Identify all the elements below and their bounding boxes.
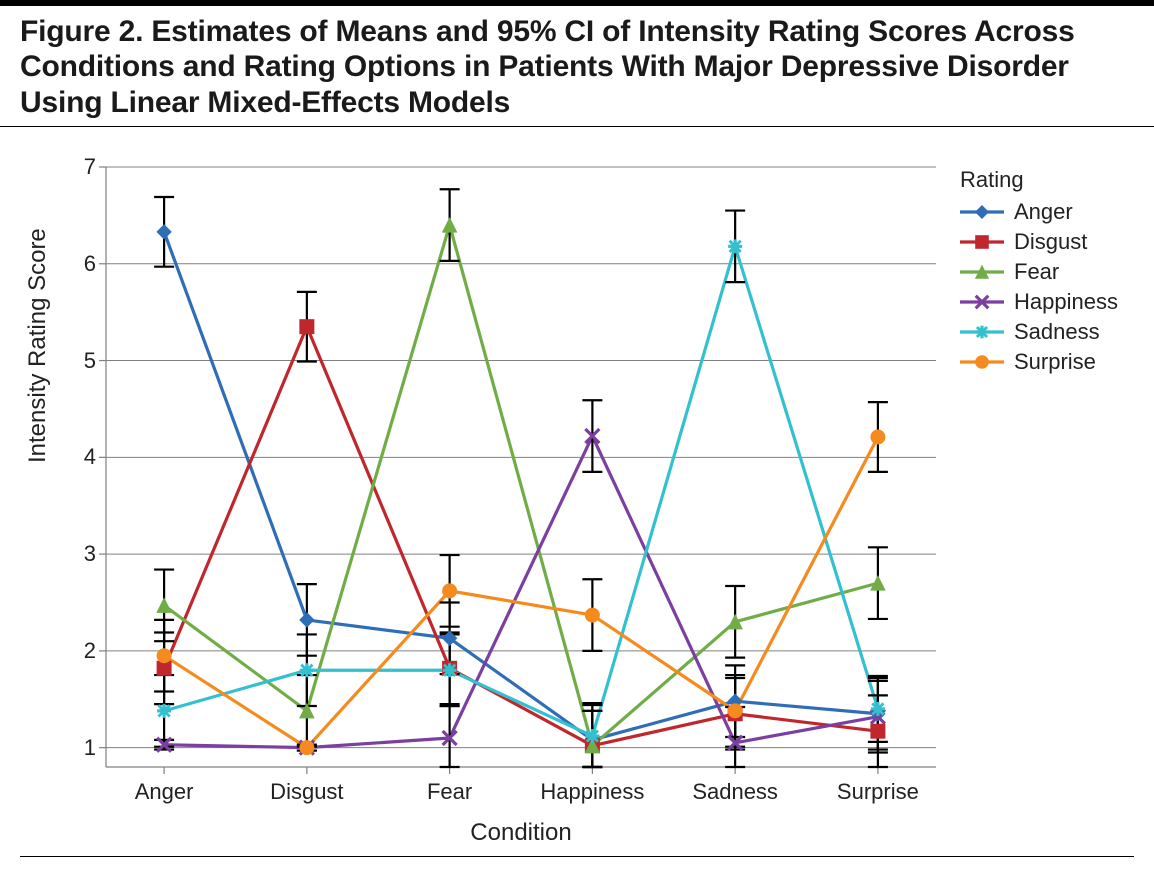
legend-swatch	[960, 262, 1004, 282]
legend-label: Sadness	[1014, 319, 1100, 345]
x-tick-label: Disgust	[270, 779, 343, 805]
legend-label: Disgust	[1014, 229, 1087, 255]
y-tick-label: 4	[56, 444, 96, 470]
legend-title: Rating	[960, 167, 1118, 193]
legend-rows: Anger Disgust Fear Happiness Sadness Surprise	[960, 199, 1118, 375]
legend-swatch	[960, 292, 1004, 312]
legend-label: Anger	[1014, 199, 1073, 225]
x-tick-label: Fear	[427, 779, 472, 805]
figure-container: Figure 2. Estimates of Means and 95% CI …	[0, 0, 1154, 881]
y-axis-title: Intensity Rating Score	[24, 228, 52, 463]
legend-swatch	[960, 352, 1004, 372]
legend-item: Fear	[960, 259, 1118, 285]
figure-title: Figure 2. Estimates of Means and 95% CI …	[20, 14, 1134, 120]
y-tick-label: 6	[56, 251, 96, 277]
legend-item: Sadness	[960, 319, 1118, 345]
x-tick-label: Happiness	[540, 779, 644, 805]
y-tick-label: 5	[56, 348, 96, 374]
legend-swatch	[960, 202, 1004, 222]
chart-zone: Intensity Rating Score Condition 1 2 3 4 5 6 7…	[20, 137, 1134, 857]
legend-item: Surprise	[960, 349, 1118, 375]
legend-swatch	[960, 322, 1004, 342]
y-tick-label: 7	[56, 154, 96, 180]
legend-label: Fear	[1014, 259, 1059, 285]
chart-svg	[106, 167, 936, 767]
y-tick-label: 2	[56, 638, 96, 664]
legend-item: Anger	[960, 199, 1118, 225]
x-tick-label: Anger	[135, 779, 194, 805]
legend-label: Surprise	[1014, 349, 1096, 375]
x-tick-label: Sadness	[692, 779, 778, 805]
legend-swatch	[960, 232, 1004, 252]
y-tick-label: 1	[56, 735, 96, 761]
legend-item: Happiness	[960, 289, 1118, 315]
legend-label: Happiness	[1014, 289, 1118, 315]
title-block: Figure 2. Estimates of Means and 95% CI …	[0, 6, 1154, 127]
y-tick-label: 3	[56, 541, 96, 567]
x-tick-label: Surprise	[837, 779, 919, 805]
legend-item: Disgust	[960, 229, 1118, 255]
x-axis-title: Condition	[106, 819, 936, 847]
legend: Rating Anger Disgust Fear Happiness Sadness S…	[960, 167, 1118, 379]
